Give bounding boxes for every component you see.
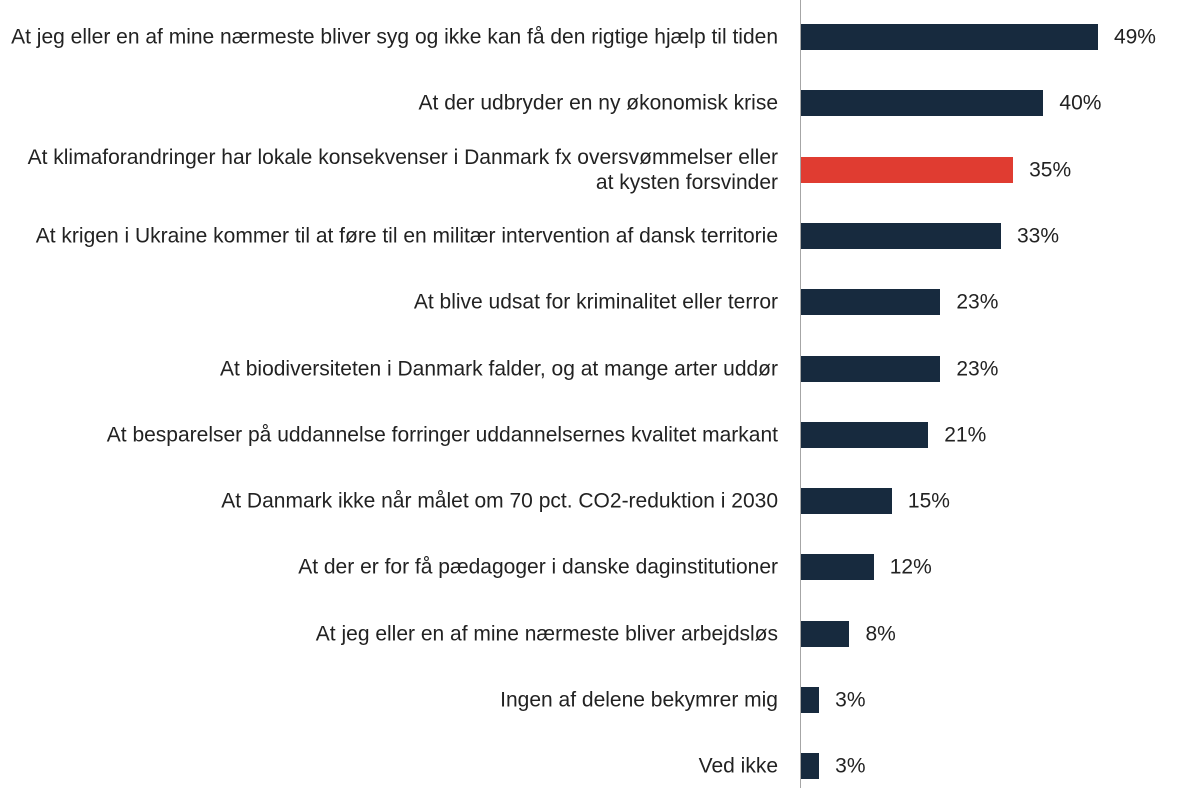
- bar: [801, 156, 1014, 183]
- value-label: 15%: [907, 489, 950, 513]
- value-label: 21%: [944, 423, 987, 447]
- category-label: At der er for få pædagoger i danske dagi…: [298, 555, 778, 579]
- category-label: At Danmark ikke når målet om 70 pct. CO2…: [221, 489, 778, 513]
- bar: [801, 554, 874, 581]
- bar: [801, 620, 850, 647]
- category-label: At klimaforandringer har lokale konsekve…: [27, 145, 778, 194]
- value-label: 33%: [1016, 224, 1059, 248]
- axis-line: [800, 0, 801, 788]
- category-label: At biodiversiteten i Danmark falder, og …: [220, 357, 778, 380]
- value-label: 40%: [1059, 91, 1102, 115]
- category-label: At jeg eller en af mine nærmeste bliver …: [11, 25, 778, 49]
- bar: [801, 753, 820, 780]
- category-label: Ved ikke: [698, 754, 778, 778]
- category-label: At jeg eller en af mine nærmeste bliver …: [315, 622, 778, 646]
- value-label: 23%: [956, 290, 999, 314]
- bar: [801, 289, 941, 316]
- bar: [801, 90, 1044, 117]
- value-label: 35%: [1029, 158, 1072, 182]
- value-label: 3%: [835, 688, 866, 712]
- category-label: Ingen af delene bekymrer mig: [500, 688, 778, 712]
- value-label: 23%: [956, 357, 999, 380]
- value-label: 3%: [835, 754, 866, 778]
- value-label: 12%: [889, 555, 932, 579]
- bar: [801, 355, 941, 382]
- value-label: 8%: [865, 622, 896, 646]
- category-label: At der udbryder en ny økonomisk krise: [418, 91, 778, 115]
- bar: [801, 488, 892, 515]
- bar: [801, 687, 820, 713]
- bar: [801, 222, 1001, 249]
- category-label: At krigen i Ukraine kommer til at føre t…: [35, 224, 778, 248]
- bar: [801, 421, 929, 448]
- bar: [801, 24, 1098, 50]
- category-label: At besparelser på uddannelse forringer u…: [106, 423, 778, 447]
- value-label: 49%: [1113, 25, 1156, 49]
- category-label: At blive udsat for kriminalitet eller te…: [413, 290, 778, 314]
